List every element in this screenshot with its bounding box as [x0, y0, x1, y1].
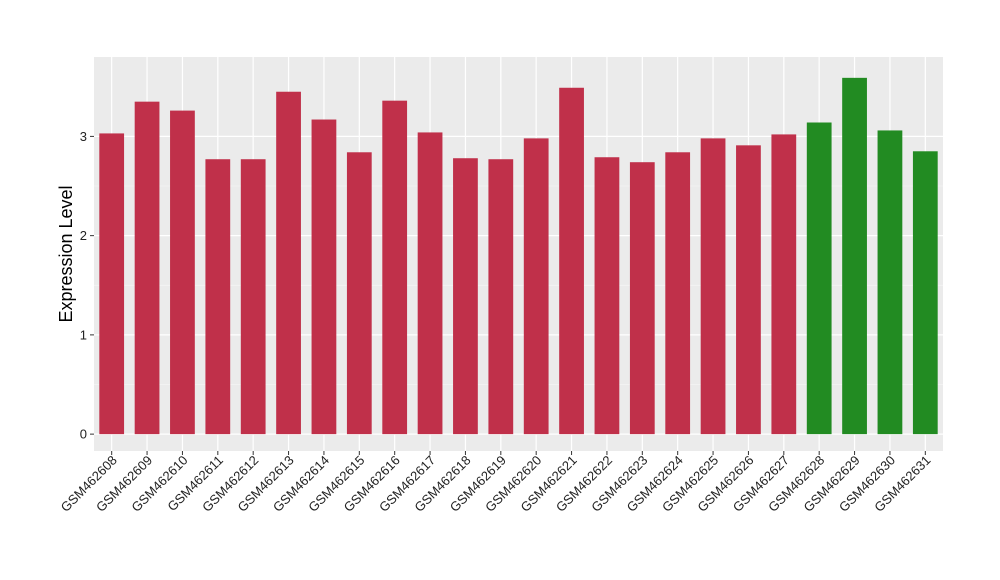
bar-gsm462614 — [311, 119, 337, 435]
bar-gsm462629 — [842, 77, 867, 435]
x-axis: GSM462608GSM462609GSM462610GSM462611GSM4… — [58, 451, 933, 515]
bar-gsm462628 — [806, 122, 832, 435]
bar-gsm462626 — [736, 145, 761, 435]
bar-gsm462616 — [382, 100, 408, 435]
bar-gsm462623 — [629, 162, 655, 435]
bar-gsm462631 — [912, 151, 938, 435]
y-tick-label: 2 — [80, 228, 87, 243]
bar-gsm462625 — [700, 138, 726, 435]
bar-gsm462613 — [276, 91, 301, 435]
plot-panel — [94, 57, 943, 451]
bar-gsm462615 — [346, 152, 372, 435]
bar-gsm462612 — [240, 159, 266, 435]
bar-gsm462617 — [417, 132, 443, 435]
bars — [99, 77, 938, 435]
y-tick-label: 1 — [80, 327, 87, 342]
bar-gsm462630 — [877, 130, 903, 435]
bar-gsm462619 — [488, 159, 514, 435]
y-axis-title: Expression Level — [56, 185, 76, 322]
bar-gsm462609 — [134, 101, 160, 435]
bar-gsm462624 — [665, 152, 691, 435]
y-tick-label: 0 — [80, 427, 87, 442]
bar-gsm462621 — [559, 87, 584, 435]
bar-gsm462620 — [523, 138, 549, 435]
y-axis: 0 1 2 3 — [80, 129, 94, 442]
bar-gsm462618 — [453, 158, 478, 435]
y-tick-label: 3 — [80, 129, 87, 144]
bar-gsm462627 — [771, 134, 797, 435]
bar-gsm462622 — [594, 157, 620, 435]
bar-gsm462610 — [170, 110, 195, 435]
bar-gsm462608 — [99, 133, 125, 435]
bar-gsm462611 — [205, 159, 231, 435]
